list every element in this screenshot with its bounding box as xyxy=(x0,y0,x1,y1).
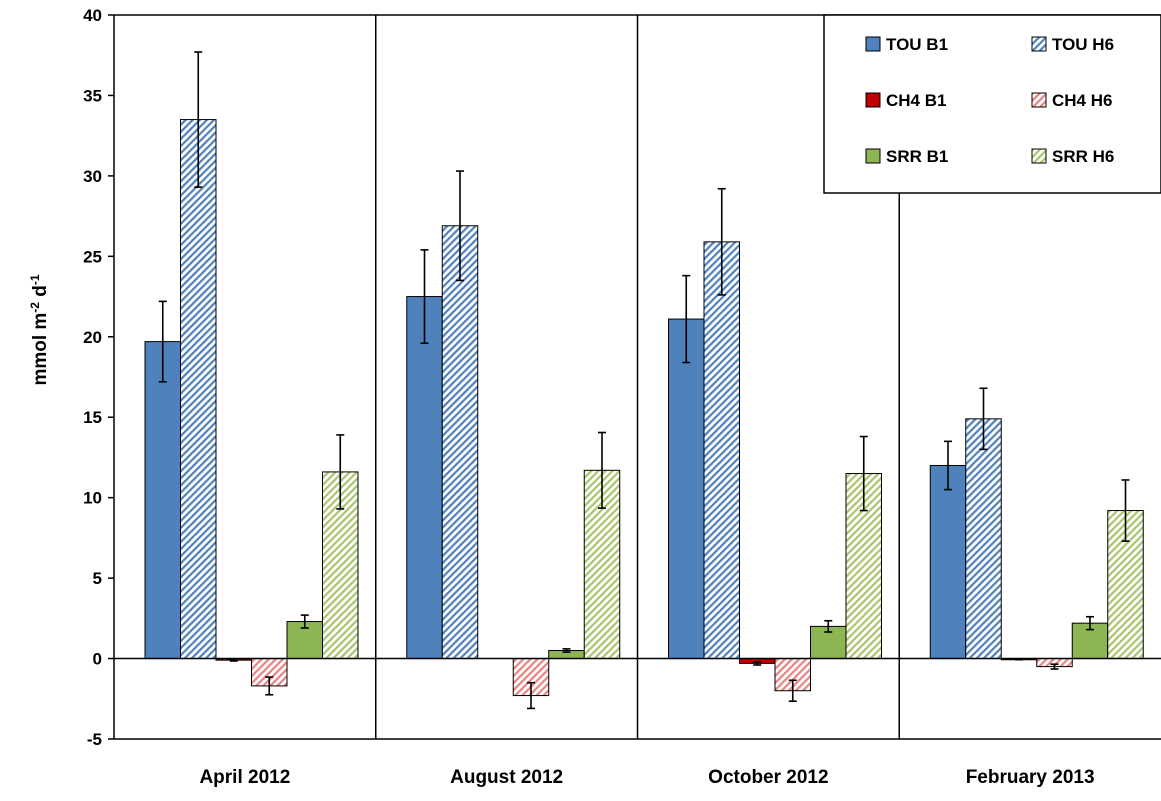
error-bar-ch4-h6-october-2012 xyxy=(788,679,797,702)
error-bar-ch4-b1-october-2012 xyxy=(753,660,762,666)
legend: TOU B1 TOU H6 CH4 B1 CH4 H6 SRR B1 SRR H6 xyxy=(823,14,1161,194)
error-bar-tou-h6-february-2013 xyxy=(979,387,988,451)
y-tick-label: -5 xyxy=(87,730,102,749)
error-bar-srr-b1-october-2012 xyxy=(824,619,833,633)
y-tick-label: 40 xyxy=(83,6,102,25)
error-bar-tou-h6-october-2012 xyxy=(717,187,726,296)
bar-tou-h6-october-2012 xyxy=(703,241,740,660)
error-bar-ch4-h6-april-2012 xyxy=(265,676,274,696)
error-bar-ch4-h6-february-2013 xyxy=(1050,663,1059,670)
error-bar-tou-h6-april-2012 xyxy=(194,51,203,188)
y-tick-label: 25 xyxy=(83,247,102,266)
bar-tou-b1-august-2012 xyxy=(406,296,443,660)
error-bar-srr-b1-february-2013 xyxy=(1086,615,1094,631)
y-tick-label: 20 xyxy=(83,328,102,347)
legend-label: TOU H6 xyxy=(1052,35,1114,54)
bar-tou-b1-october-2012 xyxy=(668,318,705,660)
legend-label: SRR B1 xyxy=(886,147,948,166)
error-bar-tou-b1-february-2013 xyxy=(944,440,952,491)
error-bar-tou-h6-august-2012 xyxy=(456,170,464,282)
y-tick-label: 30 xyxy=(83,167,102,186)
axes: -5 0 5 10 15 20 25 30 35 40 April 2012 August 2012 O… xyxy=(83,6,1161,788)
legend-swatch xyxy=(865,148,881,164)
legend-item-tou-b1: TOU B1 xyxy=(865,35,948,54)
error-bar-srr-h6-august-2012 xyxy=(598,431,606,509)
error-bars xyxy=(158,51,1130,710)
bar-tou-h6-february-2013 xyxy=(965,418,1002,660)
error-bar-srr-h6-april-2012 xyxy=(336,434,345,510)
x-category-label: February 2013 xyxy=(966,767,1095,788)
x-category-label: August 2012 xyxy=(450,767,563,788)
error-bar-tou-b1-april-2012 xyxy=(158,300,167,383)
error-bar-srr-b1-april-2012 xyxy=(300,614,309,629)
y-tick-label: 0 xyxy=(93,650,102,669)
y-tick-label: 15 xyxy=(83,408,102,427)
y-tick-label: 35 xyxy=(83,86,102,105)
legend-label: TOU B1 xyxy=(886,35,948,54)
legend-swatch xyxy=(865,92,881,108)
error-bar-srr-b1-august-2012 xyxy=(562,648,571,653)
bar-tou-h6-april-2012 xyxy=(180,119,217,660)
legend-label: CH4 H6 xyxy=(1052,91,1112,110)
error-bar-ch4-b1-april-2012 xyxy=(229,658,238,662)
error-bar-ch4-h6-august-2012 xyxy=(527,681,535,710)
legend-item-srr-b1: SRR B1 xyxy=(865,147,948,166)
bar-tou-h6-august-2012 xyxy=(441,225,479,660)
legend-item-srr-h6: SRR H6 xyxy=(1031,147,1114,166)
legend-item-ch4-b1: CH4 B1 xyxy=(865,91,946,110)
legend-item-ch4-h6: CH4 H6 xyxy=(1031,91,1112,110)
bar-tou-b1-april-2012 xyxy=(144,341,181,660)
x-category-label: October 2012 xyxy=(708,767,828,788)
legend-swatch xyxy=(1031,92,1047,108)
error-bar-srr-h6-october-2012 xyxy=(859,435,868,512)
legend-swatch xyxy=(1031,148,1047,164)
legend-item-tou-h6: TOU H6 xyxy=(1031,35,1114,54)
error-bar-tou-b1-october-2012 xyxy=(682,274,691,364)
y-axis-title: mmol m-2 d-1 xyxy=(28,274,51,385)
error-bar-srr-h6-february-2013 xyxy=(1121,479,1130,542)
legend-swatch xyxy=(865,36,881,52)
y-tick-label: 10 xyxy=(83,489,102,508)
bar-tou-b1-february-2013 xyxy=(929,464,967,660)
x-category-label: April 2012 xyxy=(199,767,290,788)
y-tick-label: 5 xyxy=(93,569,102,588)
bars xyxy=(144,119,1144,697)
legend-swatch xyxy=(1031,36,1047,52)
legend-label: SRR H6 xyxy=(1052,147,1114,166)
legend-label: CH4 B1 xyxy=(886,91,946,110)
error-bar-tou-b1-august-2012 xyxy=(420,249,429,345)
